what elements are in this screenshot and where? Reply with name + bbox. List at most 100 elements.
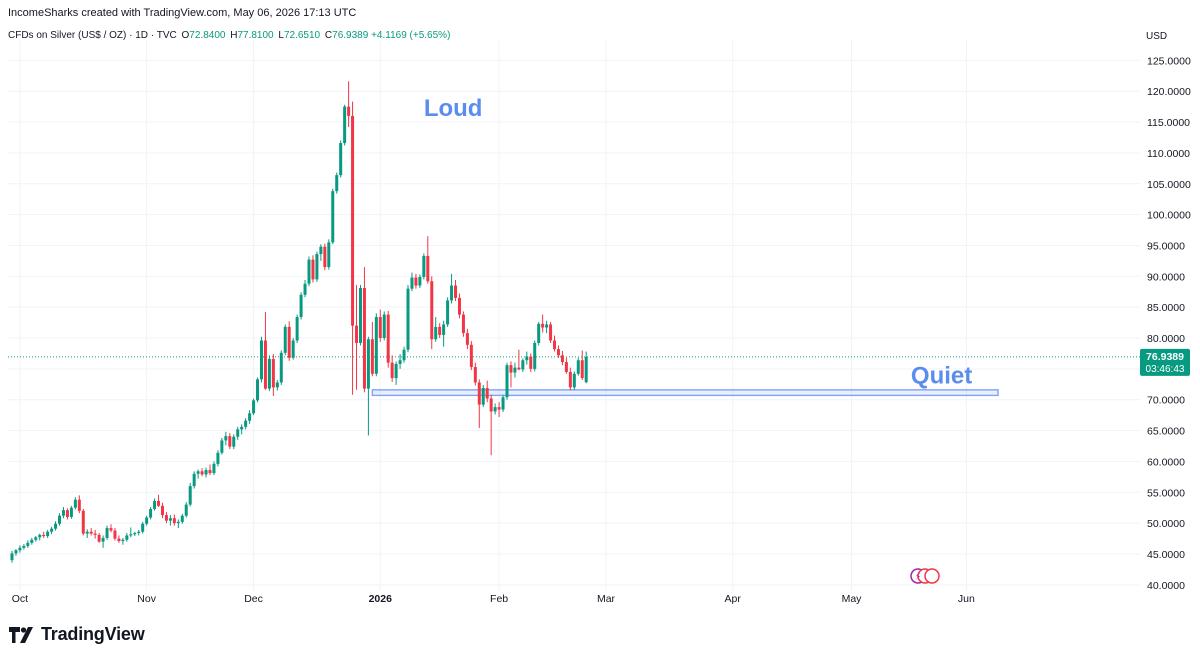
candle-body xyxy=(473,367,477,383)
annotation-quiet: Quiet xyxy=(911,363,972,390)
candle-body xyxy=(216,452,220,464)
candle-body xyxy=(446,300,450,325)
candle-body xyxy=(295,317,299,341)
candle-body xyxy=(192,473,196,487)
candle-body xyxy=(311,259,315,280)
candle-body xyxy=(315,254,319,280)
candle-body xyxy=(513,367,517,373)
x-tick-label: May xyxy=(842,593,863,605)
candle-body xyxy=(287,326,291,358)
candle-body xyxy=(188,486,192,505)
close-value: 76.9389 xyxy=(332,30,369,41)
candle-body xyxy=(164,515,168,521)
last-price-badge xyxy=(1140,348,1190,376)
low-value: 72.6510 xyxy=(283,30,321,41)
candle-body xyxy=(529,356,533,369)
y-tick-label: 70.0000 xyxy=(1147,395,1185,407)
y-tick-label: 115.0000 xyxy=(1147,117,1190,129)
x-tick-label: Nov xyxy=(137,593,156,605)
candle-body xyxy=(584,356,588,383)
candle-body xyxy=(545,324,549,328)
candle-body xyxy=(560,355,564,363)
candle-body xyxy=(85,531,89,534)
candle-body xyxy=(418,276,422,286)
candle-body xyxy=(145,517,149,524)
candle-body xyxy=(366,339,370,389)
y-tick-label: 80.0000 xyxy=(1147,333,1185,345)
candle-body xyxy=(54,523,58,529)
candle-body xyxy=(398,360,402,364)
tradingview-logo-icon xyxy=(9,626,33,643)
candle-body xyxy=(271,358,275,388)
y-tick-label: 45.0000 xyxy=(1147,549,1185,561)
candle-body xyxy=(26,542,30,546)
candle-body xyxy=(358,288,362,343)
candle-body xyxy=(113,530,117,539)
support-zone xyxy=(371,389,999,397)
candle-body xyxy=(347,106,351,116)
candle-body xyxy=(224,436,228,441)
candle-body xyxy=(394,363,398,379)
candle-body xyxy=(18,547,22,551)
candle-body xyxy=(46,531,50,537)
candle-body xyxy=(228,436,232,447)
y-tick-label: 65.0000 xyxy=(1147,426,1185,438)
high-value: 77.8100 xyxy=(237,30,274,41)
tradingview-brand: TradingView xyxy=(9,624,145,645)
candle-body xyxy=(236,429,240,437)
candle-body xyxy=(382,314,386,339)
candle-body xyxy=(553,340,557,350)
candle-body xyxy=(244,420,248,427)
candle-body xyxy=(469,344,473,368)
candle-body xyxy=(465,333,469,345)
candle-body xyxy=(406,288,410,350)
y-tick-label: 125.0000 xyxy=(1147,55,1191,67)
candle-body xyxy=(180,515,184,522)
candle-body xyxy=(259,340,263,380)
candle-body xyxy=(248,413,252,421)
candle-body xyxy=(133,532,137,535)
x-tick-label: Dec xyxy=(244,593,263,605)
candle-body xyxy=(533,342,537,369)
candle-body xyxy=(252,400,256,414)
candle-body xyxy=(541,323,545,328)
candle-body xyxy=(208,470,212,474)
candle-body xyxy=(89,531,93,534)
y-tick-label: 60.0000 xyxy=(1147,456,1185,468)
candle-body xyxy=(430,281,434,340)
currency-label[interactable]: USD xyxy=(1146,31,1168,42)
candle-body xyxy=(319,246,323,255)
candle-body xyxy=(283,326,287,353)
candle-body xyxy=(355,325,359,343)
candle-body xyxy=(141,523,145,532)
candle-body xyxy=(426,255,430,282)
candle-body xyxy=(442,324,446,335)
change-value: +4.1169 (+5.65%) xyxy=(371,30,451,41)
candle-body xyxy=(65,510,69,517)
candle-body xyxy=(101,537,105,542)
candle-body xyxy=(129,534,133,536)
event-badge-icon xyxy=(924,568,940,584)
x-tick-label: Feb xyxy=(490,593,508,605)
candle-body xyxy=(564,362,568,372)
candle-body xyxy=(256,379,260,401)
candle-body xyxy=(450,285,454,301)
candle-body xyxy=(77,499,81,511)
candle-body xyxy=(196,471,200,474)
symbol-name[interactable]: CFDs on Silver (US$ / OZ) · 1D · TVC xyxy=(8,30,177,41)
candle-body xyxy=(105,528,109,538)
candle-body xyxy=(402,349,406,361)
brand-name: TradingView xyxy=(41,624,145,644)
candle-body xyxy=(374,317,378,374)
candle-body xyxy=(438,326,442,335)
y-tick-label: 95.0000 xyxy=(1147,240,1185,252)
close-label: C xyxy=(324,30,333,41)
candle-body xyxy=(137,531,141,533)
candle-body xyxy=(93,533,97,535)
candle-body xyxy=(58,515,62,524)
candle-body xyxy=(176,521,180,524)
y-tick-label: 120.0000 xyxy=(1147,86,1191,98)
candle-body xyxy=(263,340,267,389)
candle-body xyxy=(386,314,390,363)
